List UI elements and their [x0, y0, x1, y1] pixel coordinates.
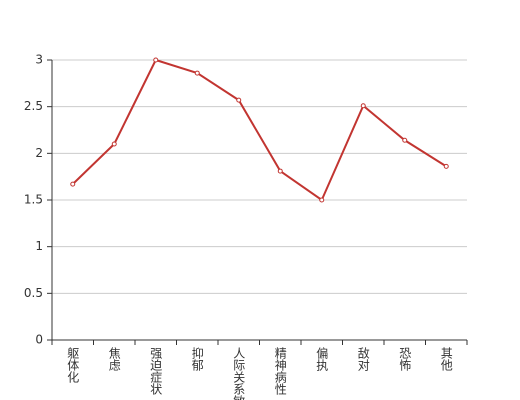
x-tick-label: 恐怖: [398, 347, 412, 371]
point: [319, 197, 325, 203]
point: [194, 70, 200, 76]
line: [72, 58, 447, 202]
y-tick-label: 3: [35, 53, 43, 67]
x-tick-label: 精神病性: [273, 347, 287, 396]
y-tick-label: 1: [35, 239, 43, 253]
point: [443, 163, 449, 169]
x-tick-label: 其他: [439, 347, 453, 371]
x-tick-label: 焦虑: [107, 347, 121, 371]
x-tick-label: 偏执: [315, 346, 329, 372]
x-tick-label: 强迫症状: [149, 347, 163, 395]
point: [277, 168, 283, 174]
point: [236, 97, 242, 103]
y-tick-label: 1.5: [24, 193, 43, 207]
x-tick-label: 敌对: [356, 346, 370, 371]
point: [402, 137, 408, 143]
y-tick-label: 2: [35, 146, 43, 160]
y-tick-label: 0: [35, 333, 43, 347]
point: [360, 103, 366, 109]
x-tick-label: 人际关系敏感: [232, 347, 246, 400]
point: [153, 57, 159, 63]
x-tick-label: 抑郁: [190, 346, 204, 372]
point: [111, 141, 117, 147]
y-tick-label: 2.5: [24, 99, 43, 113]
y-tick-label: 0.5: [24, 286, 43, 300]
x-tick-label: 躯体化: [66, 346, 80, 384]
point: [70, 181, 76, 187]
